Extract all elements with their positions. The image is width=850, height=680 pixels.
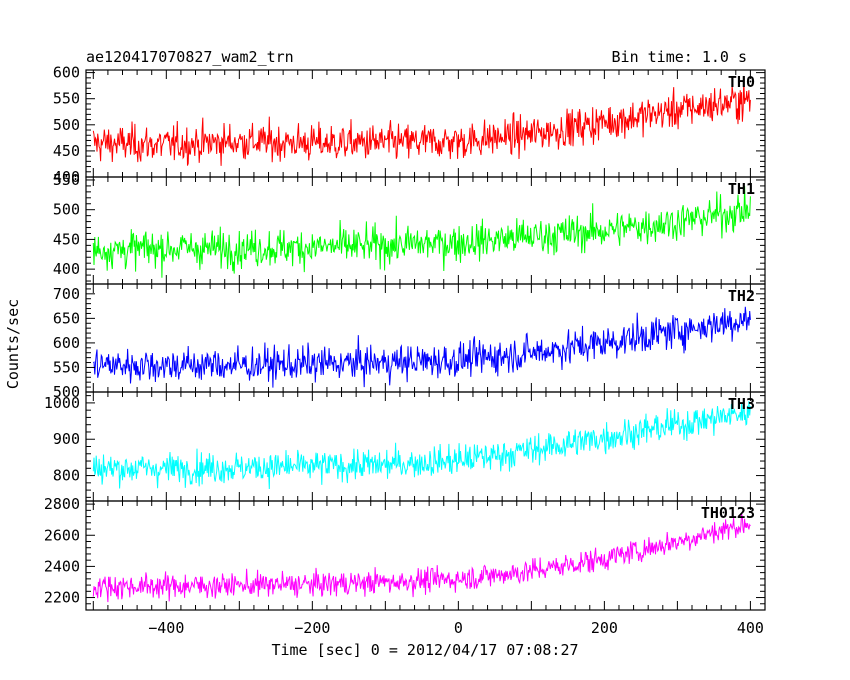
y-tick-label: 800 <box>53 467 80 485</box>
y-axis-label: Counts/sec <box>4 299 22 389</box>
y-tick-label: 650 <box>53 309 80 327</box>
panel-label-th2: TH2 <box>728 287 755 305</box>
y-tick-label: 2600 <box>44 526 80 544</box>
plot-title: ae120417070827_wam2_trn <box>86 48 294 66</box>
y-tick-label: 450 <box>53 142 80 160</box>
x-tick-label: 200 <box>591 619 618 637</box>
series-line-th0 <box>92 79 751 166</box>
x-axis-label: Time [sec] 0 = 2012/04/17 07:08:27 <box>271 641 578 659</box>
bin-time-label: Bin time: 1.0 s <box>612 48 747 66</box>
panel-label-th0123: TH0123 <box>701 504 755 522</box>
panel-label-th1: TH1 <box>728 180 755 198</box>
y-tick-label: 500 <box>53 383 80 401</box>
panel-th2: 500 550 600 650 700 TH2 <box>53 283 766 401</box>
x-tick-label: −400 <box>148 619 184 637</box>
y-tick-label: 2200 <box>44 589 80 607</box>
x-tick-label: −200 <box>294 619 330 637</box>
y-tick-label: 400 <box>53 260 80 278</box>
panel-label-th3: TH3 <box>728 395 755 413</box>
y-tick-label: 2400 <box>44 557 80 575</box>
y-tick-label: 700 <box>53 285 80 303</box>
y-tick-label: 2800 <box>44 495 80 513</box>
series-line-th2 <box>93 306 751 388</box>
y-tick-label: 550 <box>53 358 80 376</box>
y-tick-label: 600 <box>53 334 80 352</box>
panel-frame <box>85 391 766 502</box>
x-tick-label: 0 <box>454 619 463 637</box>
y-tick-label: 500 <box>53 201 80 219</box>
panel-frame <box>85 500 766 611</box>
panel-th1: 400 450 500 550 TH1 <box>53 171 766 285</box>
y-tick-label: 500 <box>53 116 80 134</box>
y-tick-label: 600 <box>53 64 80 82</box>
panels-group: 400 450 500 550 600 TH0 400 450 500 550 TH1 500 550 6… <box>44 64 766 637</box>
y-tick-label: 900 <box>53 430 80 448</box>
panel-th0: 400 450 500 550 600 TH0 <box>53 64 766 186</box>
panel-frame <box>85 283 766 393</box>
y-tick-label: 450 <box>53 230 80 248</box>
series-line-th0123 <box>92 513 751 603</box>
y-tick-label: 550 <box>53 171 80 189</box>
y-tick-label: 1000 <box>44 394 80 412</box>
y-tick-label: 400 <box>53 168 80 186</box>
series-line-th1 <box>92 185 751 278</box>
panel-label-th0: TH0 <box>728 73 755 91</box>
x-tick-label: 400 <box>737 619 764 637</box>
panel-th0123: 2200 2400 2600 2800 TH0123 <box>44 495 766 611</box>
panel-th3: 800 900 1000 TH3 <box>44 391 766 502</box>
series-line-th3 <box>92 398 751 490</box>
y-tick-label: 550 <box>53 90 80 108</box>
